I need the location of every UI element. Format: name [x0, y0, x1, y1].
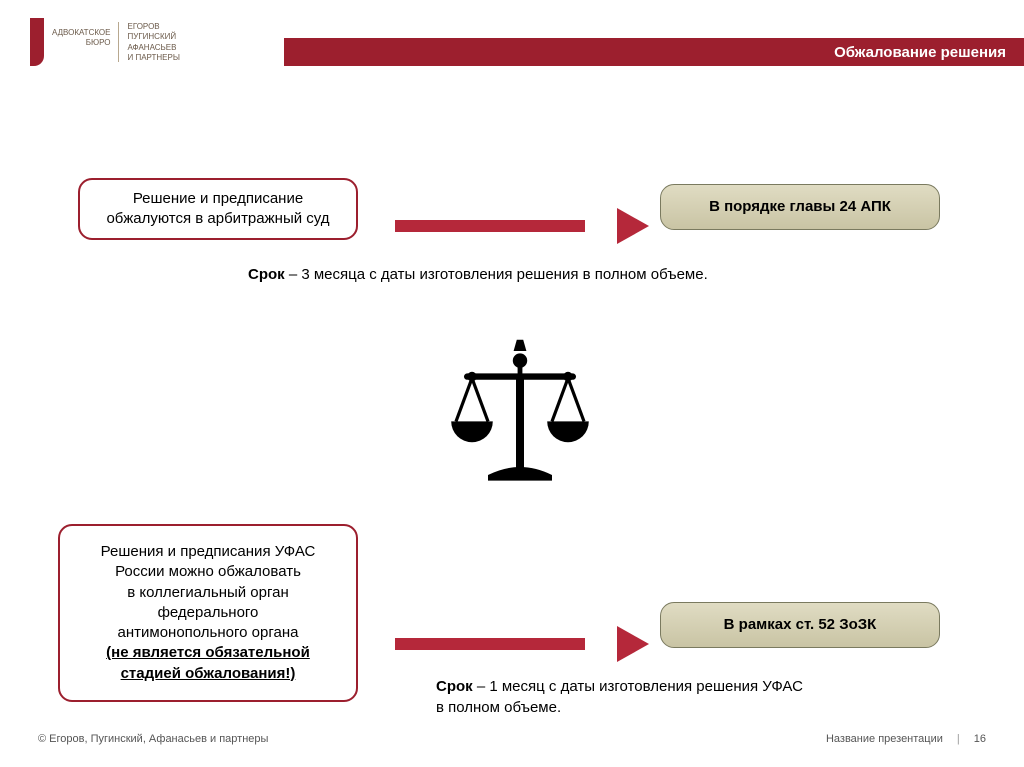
row2-right-text: В рамках ст. 52 ЗоЗК [724, 615, 877, 635]
footer-page-number: 16 [974, 733, 986, 745]
logo-left-line1: АДВОКАТСКОЕ [52, 28, 110, 38]
row2-term-text: Срок – 1 месяц с даты изготовления решен… [436, 676, 803, 718]
row2-left-text: Решения и предписания УФАС России можно … [101, 542, 316, 684]
logo: АДВОКАТСКОЕ БЮРО ЕГОРОВ ПУГИНСКИЙ АФАНАС… [30, 18, 180, 66]
logo-right-text: ЕГОРОВ ПУГИНСКИЙ АФАНАСЬЕВ И ПАРТНЕРЫ [127, 18, 179, 64]
row2-l1: Решения и предписания УФАС [101, 543, 316, 560]
row1-term-prefix: Срок [248, 266, 285, 283]
slide-header: АДВОКАТСКОЕ БЮРО ЕГОРОВ ПУГИНСКИЙ АФАНАС… [0, 0, 1024, 72]
footer-separator: | [957, 733, 960, 745]
logo-right-line3: АФАНАСЬЕВ [127, 43, 179, 53]
arrow-shaft [395, 638, 585, 650]
footer-right: Название презентации | 16 [826, 733, 986, 745]
arrow-shaft [395, 220, 585, 232]
row2-right-box: В рамках ст. 52 ЗоЗК [660, 602, 940, 648]
row2-l3: в коллегиальный орган [127, 584, 289, 601]
logo-right-line1: ЕГОРОВ [127, 22, 179, 32]
row1-arrow-icon [395, 208, 649, 244]
row2-arrow-icon [395, 626, 649, 662]
row1-left-box: Решение и предписание обжалуются в арбит… [78, 178, 358, 240]
logo-right-line4: И ПАРТНЕРЫ [127, 53, 179, 63]
row2-term-rest1: – 1 месяц с даты изготовления решения УФ… [473, 678, 803, 695]
logo-mark-icon [30, 18, 44, 66]
row2-left-box: Решения и предписания УФАС России можно … [58, 524, 358, 702]
slide-footer: © Егоров, Пугинский, Афанасьев и партнер… [0, 733, 1024, 745]
row2-l6: (не является обязательной [106, 644, 310, 661]
logo-divider [118, 22, 119, 62]
row2-l5: антимонопольного органа [118, 624, 299, 641]
slide-title: Обжалование решения [284, 38, 1024, 66]
footer-presentation-name: Название презентации [826, 733, 943, 745]
row2-l7: стадией обжалования!) [121, 665, 296, 682]
row2-l4: федерального [158, 604, 259, 621]
arrow-head-icon [617, 208, 649, 244]
row1-left-text: Решение и предписание обжалуются в арбит… [102, 189, 334, 230]
logo-right-line2: ПУГИНСКИЙ [127, 32, 179, 42]
row1-term-rest: – 3 месяца с даты изготовления решения в… [285, 266, 708, 283]
row2-term-rest2: в полном объеме. [436, 699, 561, 716]
row2-term-prefix: Срок [436, 678, 473, 695]
row1-term-text: Срок – 3 месяца с даты изготовления реше… [248, 264, 708, 285]
scales-icon [440, 322, 600, 492]
row1-right-text: В порядке главы 24 АПК [709, 197, 891, 217]
row2-l2: России можно обжаловать [115, 563, 301, 580]
arrow-head-icon [617, 626, 649, 662]
row1-right-box: В порядке главы 24 АПК [660, 184, 940, 230]
logo-left-line2: БЮРО [52, 38, 110, 48]
logo-left-text: АДВОКАТСКОЕ БЮРО [52, 18, 110, 47]
footer-copyright: © Егоров, Пугинский, Афанасьев и партнер… [38, 733, 268, 745]
slide-title-text: Обжалование решения [834, 44, 1006, 61]
